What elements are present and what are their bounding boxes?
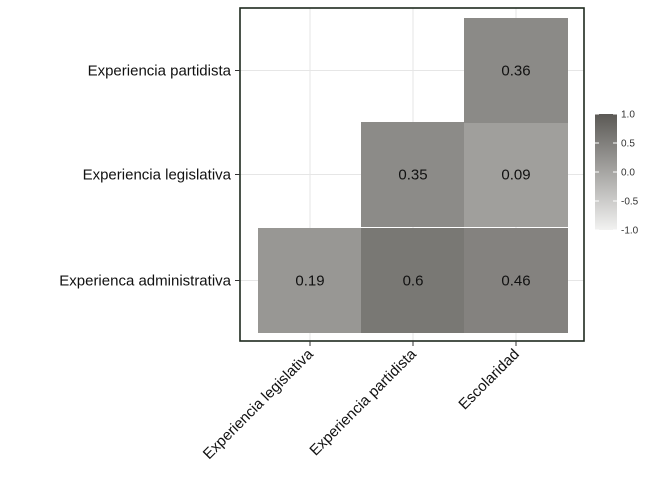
legend-tick-label: 0.0 (621, 168, 635, 179)
cell-value-label: 0.36 (501, 63, 530, 80)
heatmap-cell-experiencia-legislativa-experiencia-partidista (361, 122, 465, 227)
y-tick-label-experienca-administrativa: Experienca administrativa (59, 273, 231, 290)
x-tick-label-experiencia-partidista: Experiencia partidista (306, 345, 420, 459)
legend-tick-label: 1.0 (621, 110, 635, 121)
cell-value-label: 0.46 (501, 273, 530, 290)
y-tick-label-experiencia-partidista: Experiencia partidista (88, 63, 232, 80)
cell-value-label: 0.6 (403, 273, 424, 290)
heatmap-cell-experiencia-legislativa-escolaridad (464, 122, 568, 227)
cell-value-label: 0.09 (501, 167, 530, 184)
cell-value-label: 0.35 (398, 167, 427, 184)
heatmap-cell-experienca-administrativa-experiencia-partidista (361, 228, 465, 333)
heatmap-cell-experienca-administrativa-experiencia-legislativa (258, 228, 362, 333)
y-axis: Experienca administrativa Experiencia leg… (59, 63, 240, 290)
legend-tick-label: 0.5 (621, 139, 635, 150)
heatmap-cell-experienca-administrativa-escolaridad (464, 228, 568, 333)
tile-value-labels: 0.19 0.6 0.46 0.35 0.09 0.36 (295, 63, 530, 290)
x-tick-label-escolaridad: Escolaridad (455, 346, 522, 413)
heatmap-cell-experiencia-partidista-escolaridad (464, 18, 568, 123)
color-scale-bar (595, 114, 617, 230)
color-legend: 1.0 0.5 0.0 -0.5 -1.0 (595, 110, 639, 237)
cell-value-label: 0.19 (295, 273, 324, 290)
legend-tick-label: -0.5 (621, 197, 639, 208)
x-tick-label-experiencia-legislativa: Experiencia legislativa (200, 345, 317, 462)
heatmap-tiles (258, 18, 568, 333)
legend-tick-label: -1.0 (621, 226, 639, 237)
y-tick-label-experiencia-legislativa: Experiencia legislativa (83, 167, 232, 184)
